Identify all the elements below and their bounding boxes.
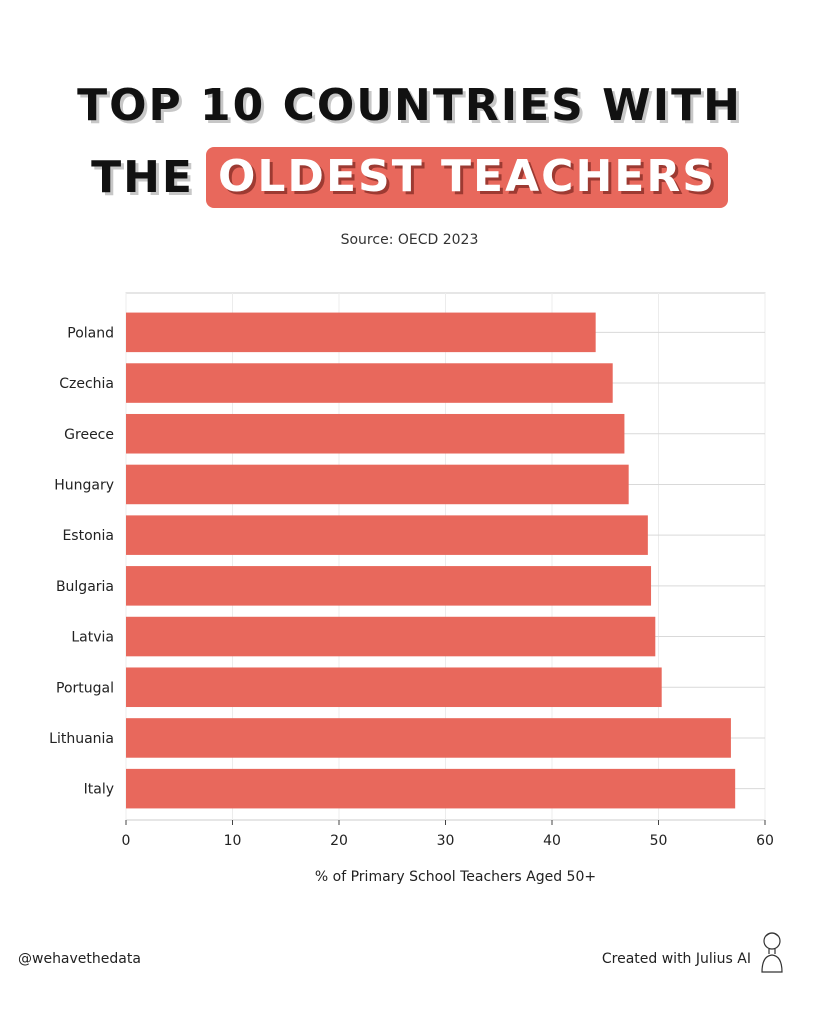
bar-estonia — [126, 515, 648, 555]
x-tick-label: 20 — [330, 833, 348, 849]
bar-poland — [126, 312, 596, 353]
chart-title-line2: THE OLDEST TEACHERS — [0, 147, 819, 208]
x-tick-label: 0 — [122, 833, 131, 849]
x-tick-label: 50 — [650, 833, 668, 849]
y-tick-label: Estonia — [62, 528, 114, 544]
author-handle: @wehavethedata — [18, 951, 141, 967]
bust-icon — [761, 932, 783, 973]
source-note: Source: OECD 2023 — [340, 232, 479, 248]
bar-greece — [126, 413, 625, 454]
bar-latvia — [126, 616, 656, 657]
x-axis-label: % of Primary School Teachers Aged 50+ — [315, 869, 596, 885]
y-tick-label: Greece — [64, 427, 114, 443]
x-tick-label: 60 — [756, 833, 774, 849]
title-highlight-badge: OLDEST TEACHERS — [205, 147, 728, 208]
x-tick-label: 40 — [543, 833, 561, 849]
bar-chart: Poland Czechia Greece Hungary Estonia Bulgari… — [49, 292, 774, 885]
bar-hungary — [126, 464, 629, 505]
bar-portugal — [126, 667, 662, 708]
bar-lithuania — [126, 718, 731, 758]
x-tick-label: 10 — [224, 833, 242, 849]
bar-czechia — [126, 363, 613, 403]
y-tick-label: Italy — [84, 782, 114, 798]
bar-italy — [126, 768, 736, 809]
bar-bulgaria — [126, 566, 652, 606]
y-tick-label: Portugal — [56, 680, 114, 696]
credit-text: Created with Julius AI — [601, 951, 751, 967]
y-tick-label: Bulgaria — [56, 579, 114, 595]
y-tick-label: Czechia — [59, 376, 114, 392]
y-tick-label: Poland — [67, 325, 114, 341]
y-tick-label: Lithuania — [49, 731, 114, 747]
chart-title-line1: TOP 10 COUNTRIES WITH — [77, 80, 742, 131]
title-plain-text: THE — [91, 152, 194, 203]
x-tick-label: 30 — [437, 833, 455, 849]
y-tick-label: Latvia — [71, 630, 114, 646]
y-tick-label: Hungary — [54, 477, 114, 493]
